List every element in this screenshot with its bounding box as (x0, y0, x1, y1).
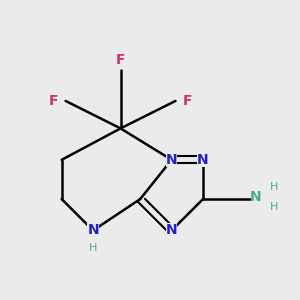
Text: N: N (197, 153, 209, 167)
Text: H: H (269, 202, 278, 212)
Text: H: H (269, 182, 278, 192)
Text: H: H (89, 243, 97, 253)
Text: F: F (49, 94, 58, 108)
Text: N: N (166, 153, 177, 167)
Text: N: N (250, 190, 262, 204)
Text: F: F (116, 53, 125, 67)
Text: F: F (182, 94, 192, 108)
Text: N: N (166, 224, 177, 238)
Text: N: N (87, 224, 99, 238)
